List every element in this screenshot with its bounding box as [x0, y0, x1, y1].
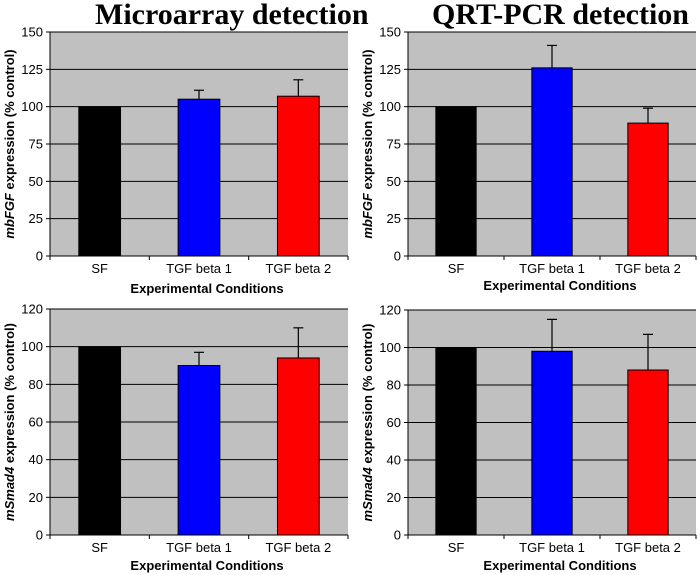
y-axis-label: mbFGF expression (% control)	[2, 49, 17, 238]
y-tick-label: 20	[29, 490, 43, 505]
y-tick-label: 100	[379, 340, 401, 355]
y-axis-label: mbFGF expression (% control)	[360, 49, 375, 238]
x-axis-label: Experimental Conditions	[483, 278, 636, 293]
chart-microarray-mbfgf: 0 25 50 75 100 125 150 SF TGF beta 1 TGF beta 2 Ex…	[2, 25, 349, 296]
x-tick-label: TGF beta 2	[615, 540, 681, 555]
y-tick-label: 50	[387, 174, 401, 189]
bar-sf	[78, 106, 122, 257]
bar-tgf-beta-2	[276, 95, 320, 257]
x-tick-label: SF	[448, 261, 465, 276]
chart-qrtpcr-msmad4: 0 20 40 60 80 100 120 SF TGF beta 1 TGF beta 2 Exp…	[360, 303, 697, 573]
x-tick-label: TGF beta 1	[166, 540, 232, 555]
y-axis-label-gene: mbFGF	[360, 192, 375, 239]
y-tick-label: 60	[387, 415, 401, 430]
x-tick-label: TGF beta 2	[265, 540, 331, 555]
y-tick-label: 0	[394, 249, 401, 264]
y-axis-label-rest: expression (% control)	[2, 323, 17, 467]
y-tick-label: 125	[21, 62, 43, 77]
chart-qrtpcr-mbfgf: 0 25 50 75 100 125 150 SF TGF beta 1 TGF beta 2 Ex…	[360, 25, 697, 293]
x-tick-label: SF	[91, 540, 108, 555]
y-axis-label-gene: mSmad4	[360, 467, 375, 522]
y-tick-label: 120	[379, 303, 401, 318]
bar-tgf-beta-1	[531, 67, 573, 257]
x-axis-label: Experimental Conditions	[483, 558, 636, 573]
x-tick-label: TGF beta 2	[265, 261, 331, 276]
y-tick-label: 0	[36, 528, 43, 543]
microarray-column-title: Microarray detection	[95, 0, 369, 31]
y-tick-label: 0	[394, 528, 401, 543]
bar-sf	[435, 106, 477, 257]
y-axis-label-rest: expression (% control)	[360, 49, 375, 193]
x-tick-label: TGF beta 1	[519, 261, 585, 276]
y-tick-label: 60	[29, 415, 43, 430]
bar-tgf-beta-2	[627, 369, 669, 536]
y-tick-label: 100	[21, 339, 43, 354]
y-axis-label: mSmad4 expression (% control)	[2, 323, 17, 521]
y-tick-label: 25	[387, 211, 401, 226]
x-tick-label: TGF beta 2	[615, 261, 681, 276]
x-axis-label: Experimental Conditions	[130, 558, 283, 573]
x-tick-label: SF	[91, 261, 108, 276]
y-tick-label: 75	[29, 137, 43, 152]
y-tick-label: 40	[29, 452, 43, 467]
y-axis-label-gene: mSmad4	[2, 466, 17, 521]
y-tick-label: 25	[29, 211, 43, 226]
y-tick-label: 50	[29, 174, 43, 189]
chart-microarray-msmad4: 0 20 40 60 80 100 120 SF TGF beta 1 TGF beta 2 Exp…	[2, 302, 349, 573]
bar-tgf-beta-2	[276, 357, 320, 536]
y-tick-label: 150	[379, 25, 401, 40]
y-tick-label: 75	[387, 137, 401, 152]
y-axis-label-gene: mbFGF	[2, 192, 17, 239]
y-tick-label: 125	[379, 62, 401, 77]
bar-sf	[435, 347, 477, 536]
y-tick-label: 150	[21, 25, 43, 40]
bar-sf	[78, 346, 122, 536]
x-tick-label: TGF beta 1	[166, 261, 232, 276]
x-tick-label: SF	[448, 540, 465, 555]
y-tick-label: 20	[387, 490, 401, 505]
x-axis-label: Experimental Conditions	[130, 281, 283, 296]
y-tick-label: 80	[387, 378, 401, 393]
y-axis-label-rest: expression (% control)	[360, 324, 375, 468]
bar-tgf-beta-1	[177, 98, 221, 257]
bar-tgf-beta-1	[531, 350, 573, 536]
y-axis-label: mSmad4 expression (% control)	[360, 324, 375, 522]
y-tick-label: 40	[387, 453, 401, 468]
x-tick-label: TGF beta 1	[519, 540, 585, 555]
qrtpcr-column-title: QRT-PCR detection	[432, 0, 689, 31]
y-axis-label-rest: expression (% control)	[2, 49, 17, 193]
y-tick-label: 100	[21, 99, 43, 114]
y-tick-label: 80	[29, 377, 43, 392]
bar-tgf-beta-1	[177, 365, 221, 536]
y-tick-label: 100	[379, 99, 401, 114]
y-tick-label: 120	[21, 302, 43, 317]
bar-tgf-beta-2	[627, 122, 669, 257]
y-tick-label: 0	[36, 249, 43, 264]
